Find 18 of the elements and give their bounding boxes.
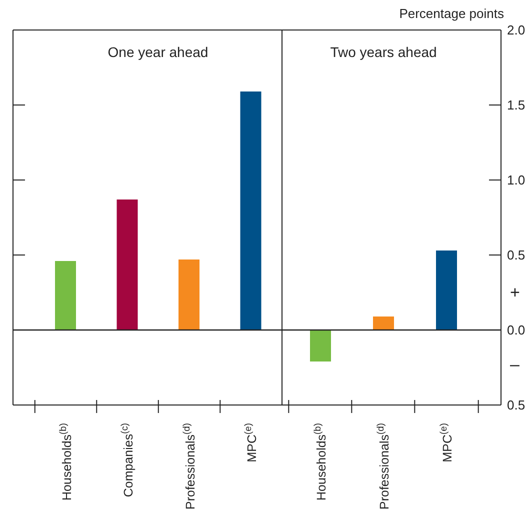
y-tick-label: 0.0 [507, 322, 526, 338]
bar [310, 330, 331, 362]
text: – [510, 355, 520, 375]
y-tick-label: 2.0 [507, 22, 526, 38]
bar [436, 250, 457, 330]
bar [116, 200, 138, 330]
bar [178, 260, 200, 330]
y-tick-label: 1.0 [507, 172, 526, 188]
text: + [510, 283, 520, 303]
bar [55, 261, 76, 330]
y-tick-label: 0.5 [507, 248, 526, 262]
text: One year ahead [106, 44, 210, 60]
bar [240, 92, 262, 330]
text: Two years ahead [329, 44, 438, 60]
y-tick-label: 0.5 [507, 398, 526, 412]
y-tick-label: 1.5 [507, 98, 526, 112]
bar [373, 316, 394, 330]
y-axis-title: Percentage points [399, 6, 504, 21]
